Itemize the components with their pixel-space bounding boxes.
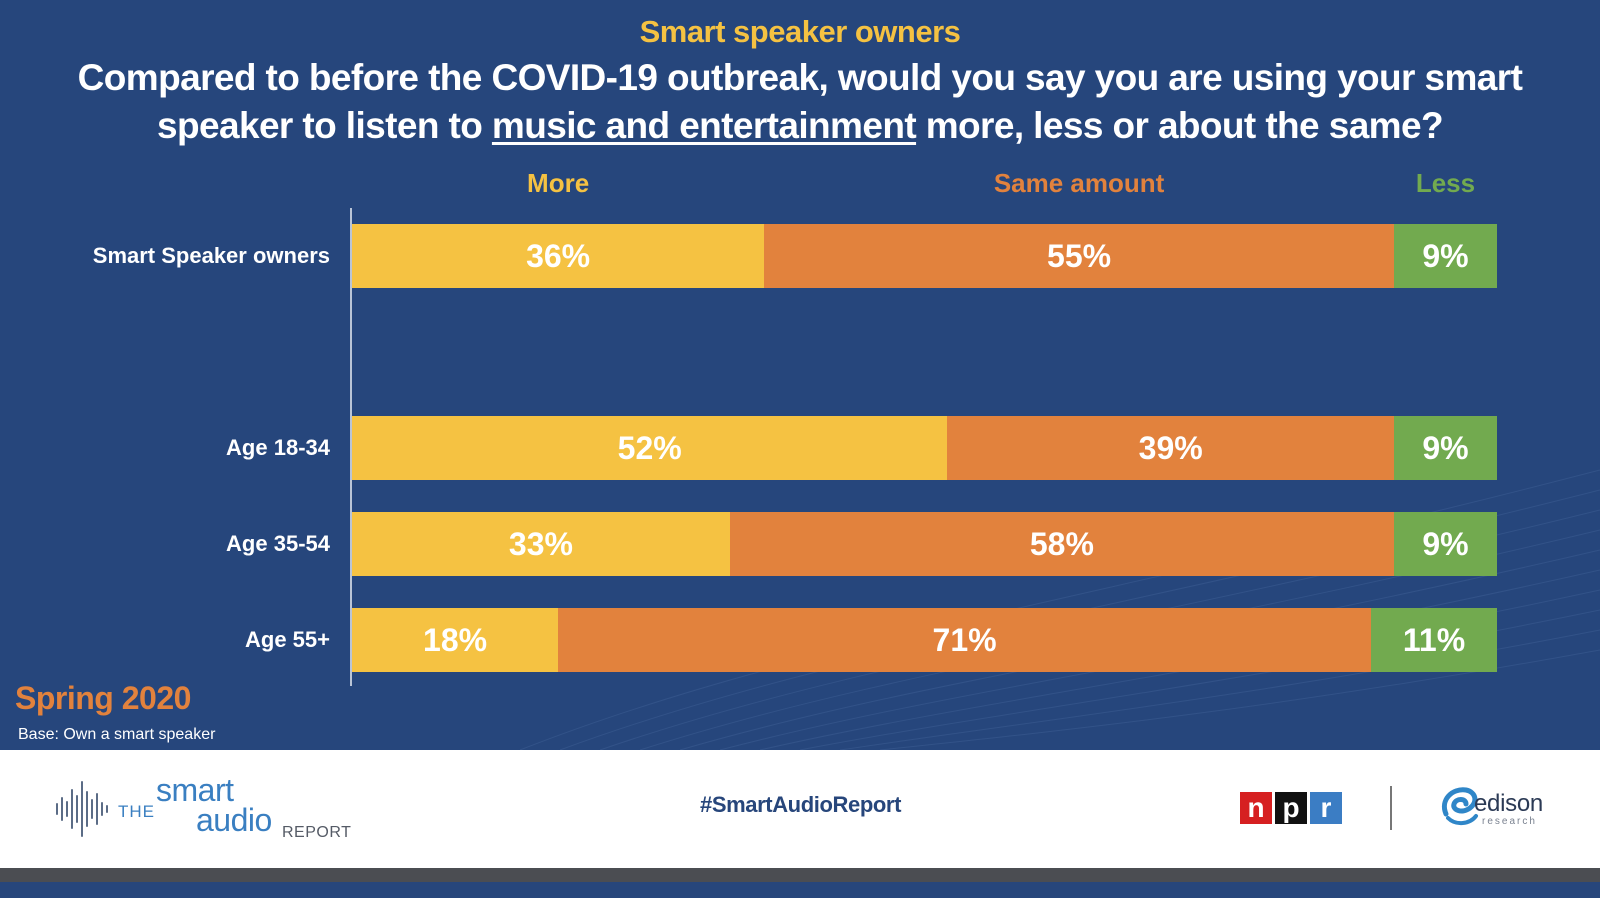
- bar-more-age-35-54: 33%: [352, 512, 730, 576]
- bar-less-age-18-34: 9%: [1393, 416, 1497, 480]
- data-label: 58%: [1029, 525, 1094, 562]
- npr-letter-r: r: [1310, 792, 1342, 824]
- bar-same-amount-age-18-34: 39%: [947, 416, 1394, 480]
- bar-more-age-18-34: 52%: [352, 416, 948, 480]
- chart-kicker: Smart speaker owners: [639, 14, 961, 49]
- legend-more: More: [527, 168, 590, 198]
- data-label: 52%: [617, 429, 682, 466]
- category-label-age-55: Age 55+: [245, 627, 330, 652]
- data-label: 11%: [1402, 621, 1466, 658]
- footer: THE smart audio REPORT #SmartAudioReport…: [0, 750, 1600, 868]
- bar-same-amount-smart-speaker-owners: 55%: [764, 224, 1394, 288]
- bar-less-age-55: 11%: [1371, 608, 1497, 672]
- npr-logo: n p r: [1240, 792, 1342, 824]
- data-label: 36%: [526, 237, 591, 274]
- logo-smart: smart: [156, 772, 234, 808]
- question-text-underlined: music and entertainment: [491, 105, 917, 146]
- question-text-before: Compared to before the COVID-19 outbreak…: [77, 57, 1523, 146]
- chart-question: Compared to before the COVID-19 outbreak…: [60, 54, 1540, 150]
- data-label: 9%: [1422, 429, 1469, 466]
- bar-less-age-35-54: 9%: [1393, 512, 1497, 576]
- npr-letter-n: n: [1240, 792, 1272, 824]
- data-label: 39%: [1138, 429, 1203, 466]
- logo-divider: [1390, 786, 1392, 830]
- npr-letter-p: p: [1275, 792, 1307, 824]
- legend-less: Less: [1415, 168, 1476, 198]
- category-label-age-18-34: Age 18-34: [226, 435, 330, 460]
- bar-more-age-55: 18%: [352, 608, 559, 672]
- hashtag: #SmartAudioReport: [700, 792, 901, 817]
- bar-same-amount-age-35-54: 58%: [729, 512, 1394, 576]
- data-label: 71%: [932, 621, 997, 658]
- data-label: 55%: [1047, 237, 1112, 274]
- data-label: 9%: [1422, 237, 1469, 274]
- slide: Smart speaker owners Compared to before …: [15, 14, 1600, 750]
- bottom-bar: [0, 868, 1600, 882]
- bar-same-amount-age-55: 71%: [558, 608, 1372, 672]
- edison-subtitle: research: [1482, 816, 1537, 827]
- edison-swirl-icon: [1442, 787, 1478, 825]
- bar-less-smart-speaker-owners: 9%: [1393, 224, 1497, 288]
- soundwave-icon: [56, 781, 108, 837]
- legend-same-amount: Same amount: [993, 168, 1165, 198]
- data-label: 33%: [508, 525, 573, 562]
- logo-the: THE: [118, 802, 155, 821]
- data-label: 18%: [423, 621, 488, 658]
- season-label: Spring 2020: [15, 680, 191, 716]
- edison-wordmark: edison: [1474, 790, 1543, 817]
- base-note: Base: Own a smart speaker: [18, 726, 216, 743]
- axis-line: [350, 208, 352, 686]
- data-label: 9%: [1422, 525, 1469, 562]
- logo-report: REPORT: [282, 824, 352, 841]
- logo-audio: audio: [196, 802, 272, 838]
- question-text-after: more, less or about the same?: [916, 105, 1444, 146]
- category-label-smart-speaker-owners: Smart Speaker owners: [92, 243, 330, 268]
- bar-more-smart-speaker-owners: 36%: [352, 224, 765, 288]
- category-label-age-35-54: Age 35-54: [226, 531, 330, 556]
